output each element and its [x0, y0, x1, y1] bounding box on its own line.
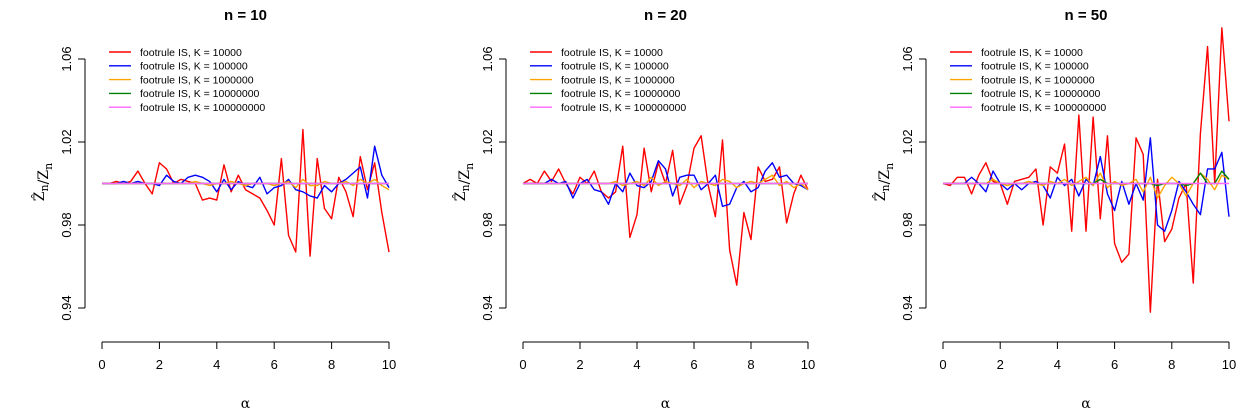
x-tick-label: 0	[519, 357, 526, 372]
x-tick-label: 6	[690, 357, 697, 372]
legend: footrule IS, K = 10000 footrule IS, K = 1…	[109, 47, 265, 114]
legend-label: footrule IS, K = 100000000	[981, 102, 1106, 114]
y-tick-label: 0.98	[900, 212, 915, 237]
legend-item: footrule IS, K = 100000	[950, 61, 1089, 73]
series-lines	[102, 128, 390, 257]
legend-label: footrule IS, K = 100000000	[561, 102, 686, 114]
y-axis-label: Ẑn/Zn	[871, 163, 896, 201]
legend: footrule IS, K = 10000 footrule IS, K = 1…	[530, 47, 686, 114]
y-tick-label: 1.06	[59, 46, 74, 71]
series-line-footrule-is-k-10000	[102, 128, 390, 257]
legend-item: footrule IS, K = 10000	[530, 47, 663, 59]
legend-item: footrule IS, K = 100000000	[950, 102, 1106, 114]
chart-panel-2: n = 50 0 2 4 6 8 10 α 0.94 0.98 1.02 1.06 Ẑn/Zn footr…	[871, 7, 1236, 412]
x-axis-label: α	[661, 396, 671, 412]
x-tick-label: 8	[328, 357, 335, 372]
x-tick-label: 10	[801, 357, 815, 372]
x-tick-label: 4	[1054, 357, 1061, 372]
legend-label: footrule IS, K = 10000	[561, 47, 663, 59]
x-tick-label: 0	[939, 357, 946, 372]
chart-panel-1: n = 20 0 2 4 6 8 10 α 0.94 0.98 1.02 1.06 Ẑn/Zn footr…	[451, 7, 815, 412]
legend-item: footrule IS, K = 100000	[530, 61, 669, 73]
legend-label: footrule IS, K = 100000	[561, 61, 669, 73]
series-line-footrule-is-k-10000	[942, 27, 1230, 313]
y-axis-label: Ẑn/Zn	[451, 163, 476, 201]
x-tick-label: 6	[271, 357, 278, 372]
legend-label: footrule IS, K = 100000	[981, 61, 1089, 73]
y-tick-label: 1.02	[59, 129, 74, 154]
x-axis: 0 2 4 6 8 10 α	[939, 341, 1236, 412]
x-axis-label: α	[1081, 396, 1091, 412]
legend-item: footrule IS, K = 100000	[109, 61, 248, 73]
y-tick-label: 0.98	[480, 212, 495, 237]
legend-item: footrule IS, K = 10000000	[109, 88, 260, 100]
legend-label: footrule IS, K = 10000000	[140, 88, 260, 100]
legend-item: footrule IS, K = 10000	[109, 47, 242, 59]
y-axis: 0.94 0.98 1.02 1.06 Ẑn/Zn	[451, 46, 507, 321]
y-tick-label: 1.02	[480, 129, 495, 154]
y-axis: 0.94 0.98 1.02 1.06 Ẑn/Zn	[871, 46, 927, 321]
legend-label: footrule IS, K = 100000000	[140, 102, 265, 114]
y-tick-label: 0.98	[59, 212, 74, 237]
legend-item: footrule IS, K = 10000000	[950, 88, 1101, 100]
x-axis-label: α	[241, 396, 251, 412]
y-tick-label: 1.02	[900, 129, 915, 154]
legend-item: footrule IS, K = 10000	[950, 47, 1083, 59]
legend: footrule IS, K = 10000 footrule IS, K = 1…	[950, 47, 1106, 114]
y-axis-label: Ẑn/Zn	[30, 163, 55, 201]
x-tick-label: 4	[213, 357, 220, 372]
x-axis: 0 2 4 6 8 10 α	[519, 341, 815, 412]
chart-panel-0: n = 10 0 2 4 6 8 10 α 0.94 0.98 1.02 1.06 Ẑn/Zn footr…	[30, 7, 396, 412]
chart-title: n = 50	[1065, 7, 1108, 24]
legend-item: footrule IS, K = 1000000	[950, 74, 1095, 86]
series-lines	[942, 27, 1230, 313]
legend-label: footrule IS, K = 10000000	[561, 88, 681, 100]
legend-label: footrule IS, K = 10000	[140, 47, 242, 59]
legend-item: footrule IS, K = 100000000	[530, 102, 686, 114]
legend-item: footrule IS, K = 10000000	[530, 88, 681, 100]
chart-title: n = 20	[644, 7, 687, 24]
legend-label: footrule IS, K = 100000	[140, 61, 248, 73]
legend-item: footrule IS, K = 1000000	[109, 74, 254, 86]
x-tick-label: 4	[633, 357, 640, 372]
x-tick-label: 2	[576, 357, 583, 372]
x-tick-label: 0	[98, 357, 105, 372]
legend-label: footrule IS, K = 1000000	[561, 74, 675, 86]
x-axis: 0 2 4 6 8 10 α	[98, 341, 396, 412]
x-tick-label: 2	[156, 357, 163, 372]
y-axis: 0.94 0.98 1.02 1.06 Ẑn/Zn	[30, 46, 86, 321]
y-tick-label: 0.94	[480, 295, 495, 320]
legend-item: footrule IS, K = 100000000	[109, 102, 265, 114]
x-tick-label: 8	[1168, 357, 1175, 372]
legend-label: footrule IS, K = 1000000	[981, 74, 1095, 86]
y-tick-label: 0.94	[59, 295, 74, 320]
x-tick-label: 8	[747, 357, 754, 372]
y-tick-label: 1.06	[900, 46, 915, 71]
y-tick-label: 1.06	[480, 46, 495, 71]
legend-label: footrule IS, K = 10000000	[981, 88, 1101, 100]
x-tick-label: 10	[1222, 357, 1236, 372]
legend-item: footrule IS, K = 1000000	[530, 74, 675, 86]
x-tick-label: 10	[382, 357, 396, 372]
legend-label: footrule IS, K = 10000	[981, 47, 1083, 59]
y-tick-label: 0.94	[900, 295, 915, 320]
chart-title: n = 10	[224, 7, 267, 24]
legend-label: footrule IS, K = 1000000	[140, 74, 254, 86]
x-tick-label: 2	[997, 357, 1004, 372]
series-lines	[522, 135, 809, 286]
series-line-footrule-is-k-10000	[522, 135, 809, 286]
x-tick-label: 6	[1111, 357, 1118, 372]
series-line-footrule-is-k-1000000	[943, 172, 1230, 199]
